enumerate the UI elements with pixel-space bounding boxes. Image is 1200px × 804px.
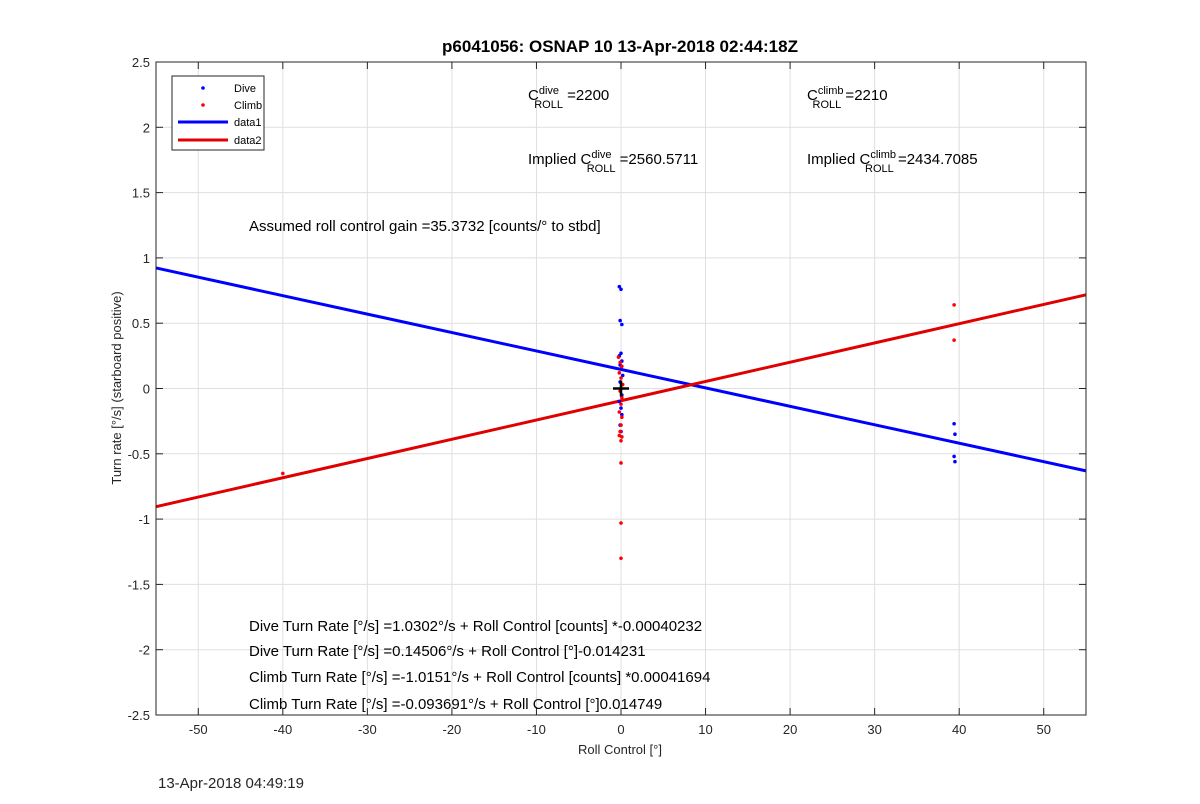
c-roll-dive-sup: dive xyxy=(539,85,559,97)
point-climb xyxy=(617,433,622,438)
c-roll-climb-value: =2210 xyxy=(841,87,887,104)
x-tick-label: 30 xyxy=(867,722,881,737)
x-tick-label: 50 xyxy=(1036,722,1050,737)
plot-area xyxy=(155,266,1087,561)
point-dive xyxy=(620,373,625,378)
point-climb xyxy=(619,423,623,427)
legend-label-climb: Climb xyxy=(234,100,262,112)
y-tick-label: -0.5 xyxy=(128,447,150,462)
point-climb xyxy=(619,376,623,380)
x-tick-label: 0 xyxy=(617,722,624,737)
legend-marker-dive xyxy=(201,86,205,90)
c-roll-climb-sup: climb xyxy=(818,85,844,97)
point-climb xyxy=(617,410,622,414)
implied-c-roll-climb-value: =2434.7085 xyxy=(894,151,978,168)
y-tick-label: -2 xyxy=(138,643,150,658)
legend-label-data1: data1 xyxy=(234,117,262,129)
point-dive xyxy=(953,459,957,464)
chart-title: p6041056: OSNAP 10 13-Apr-2018 02:44:18Z xyxy=(442,37,798,56)
x-tick-label: -40 xyxy=(273,722,292,737)
x-tick-label: -10 xyxy=(527,722,546,737)
implied-c-roll-climb-sub: ROLL xyxy=(865,163,894,175)
y-tick-label: 0.5 xyxy=(132,316,150,331)
x-tick-label: 40 xyxy=(952,722,966,737)
point-climb xyxy=(620,395,624,400)
fit-equation: Dive Turn Rate [°/s] =0.14506°/s + Roll … xyxy=(249,643,646,660)
point-dive xyxy=(617,399,622,404)
point-climb xyxy=(618,429,622,434)
c-roll-dive-value: =2200 xyxy=(563,87,609,104)
legend: Dive Climb data1 data2 xyxy=(171,75,265,151)
c-roll-dive-sub: ROLL xyxy=(534,99,563,111)
fit-equation: Dive Turn Rate [°/s] =1.0302°/s + Roll C… xyxy=(249,618,702,635)
c-roll-climb-sub: ROLL xyxy=(813,99,842,111)
point-dive xyxy=(618,318,622,323)
x-tick-label: -20 xyxy=(443,722,462,737)
legend-marker-climb xyxy=(201,103,205,107)
x-tick-label: -30 xyxy=(358,722,377,737)
y-axis-label: Turn rate [°/s] (starboard positive) xyxy=(109,291,124,484)
grid xyxy=(156,61,1086,716)
point-climb xyxy=(619,556,623,561)
point-climb xyxy=(620,415,624,420)
implied-c-roll-climb-sup: climb xyxy=(870,149,896,161)
roll-gain-text: Assumed roll control gain =35.3732 [coun… xyxy=(249,218,601,235)
point-climb xyxy=(616,355,621,359)
y-tick-label: -1.5 xyxy=(128,577,150,592)
point-climb xyxy=(619,402,623,406)
point-climb xyxy=(617,371,622,375)
point-dive xyxy=(619,406,623,410)
point-climb xyxy=(619,521,623,525)
point-dive xyxy=(620,322,624,327)
fit-equation: Climb Turn Rate [°/s] =-1.0151°/s + Roll… xyxy=(249,669,710,686)
point-climb xyxy=(620,364,624,369)
implied-c-roll-dive-sup: dive xyxy=(591,149,611,161)
x-tick-label: -50 xyxy=(189,722,208,737)
point-dive xyxy=(619,351,623,356)
y-tick-label: 1 xyxy=(143,251,150,266)
point-climb xyxy=(952,303,956,307)
point-climb xyxy=(281,471,285,476)
y-tick-label: 2 xyxy=(143,120,150,135)
point-dive xyxy=(952,454,956,459)
y-tick-label: -2.5 xyxy=(128,708,150,723)
legend-label-data2: data2 xyxy=(234,135,262,147)
point-climb xyxy=(619,461,623,465)
x-axis-label: Roll Control [°] xyxy=(578,742,662,757)
legend-box xyxy=(171,75,265,151)
point-dive xyxy=(620,412,624,417)
x-tick-label: 10 xyxy=(698,722,712,737)
point-climb xyxy=(619,438,623,443)
point-climb xyxy=(618,360,622,365)
point-climb xyxy=(952,338,956,342)
fit-equation: Climb Turn Rate [°/s] =-0.093691°/s + Ro… xyxy=(249,696,662,713)
fit-line-data2 xyxy=(155,293,1087,509)
legend-label-dive: Dive xyxy=(234,83,256,95)
print-timestamp: 13-Apr-2018 04:49:19 xyxy=(158,775,304,792)
axes: -50 -40 -30 -20 -10 0 10 20 30 40 50-2.5-2-1.5-1-0… xyxy=(128,55,1087,737)
implied-c-roll-dive-value: =2560.5711 xyxy=(615,151,698,168)
y-tick-label: 2.5 xyxy=(132,55,150,70)
x-tick-label: 20 xyxy=(783,722,797,737)
y-tick-label: 1.5 xyxy=(132,186,150,201)
point-dive xyxy=(619,287,623,292)
y-tick-label: -1 xyxy=(138,512,150,527)
implied-c-roll-dive-sub: ROLL xyxy=(587,163,616,175)
point-dive xyxy=(953,432,957,437)
point-dive xyxy=(617,284,622,289)
point-dive xyxy=(952,421,956,426)
y-tick-label: 0 xyxy=(143,382,150,397)
